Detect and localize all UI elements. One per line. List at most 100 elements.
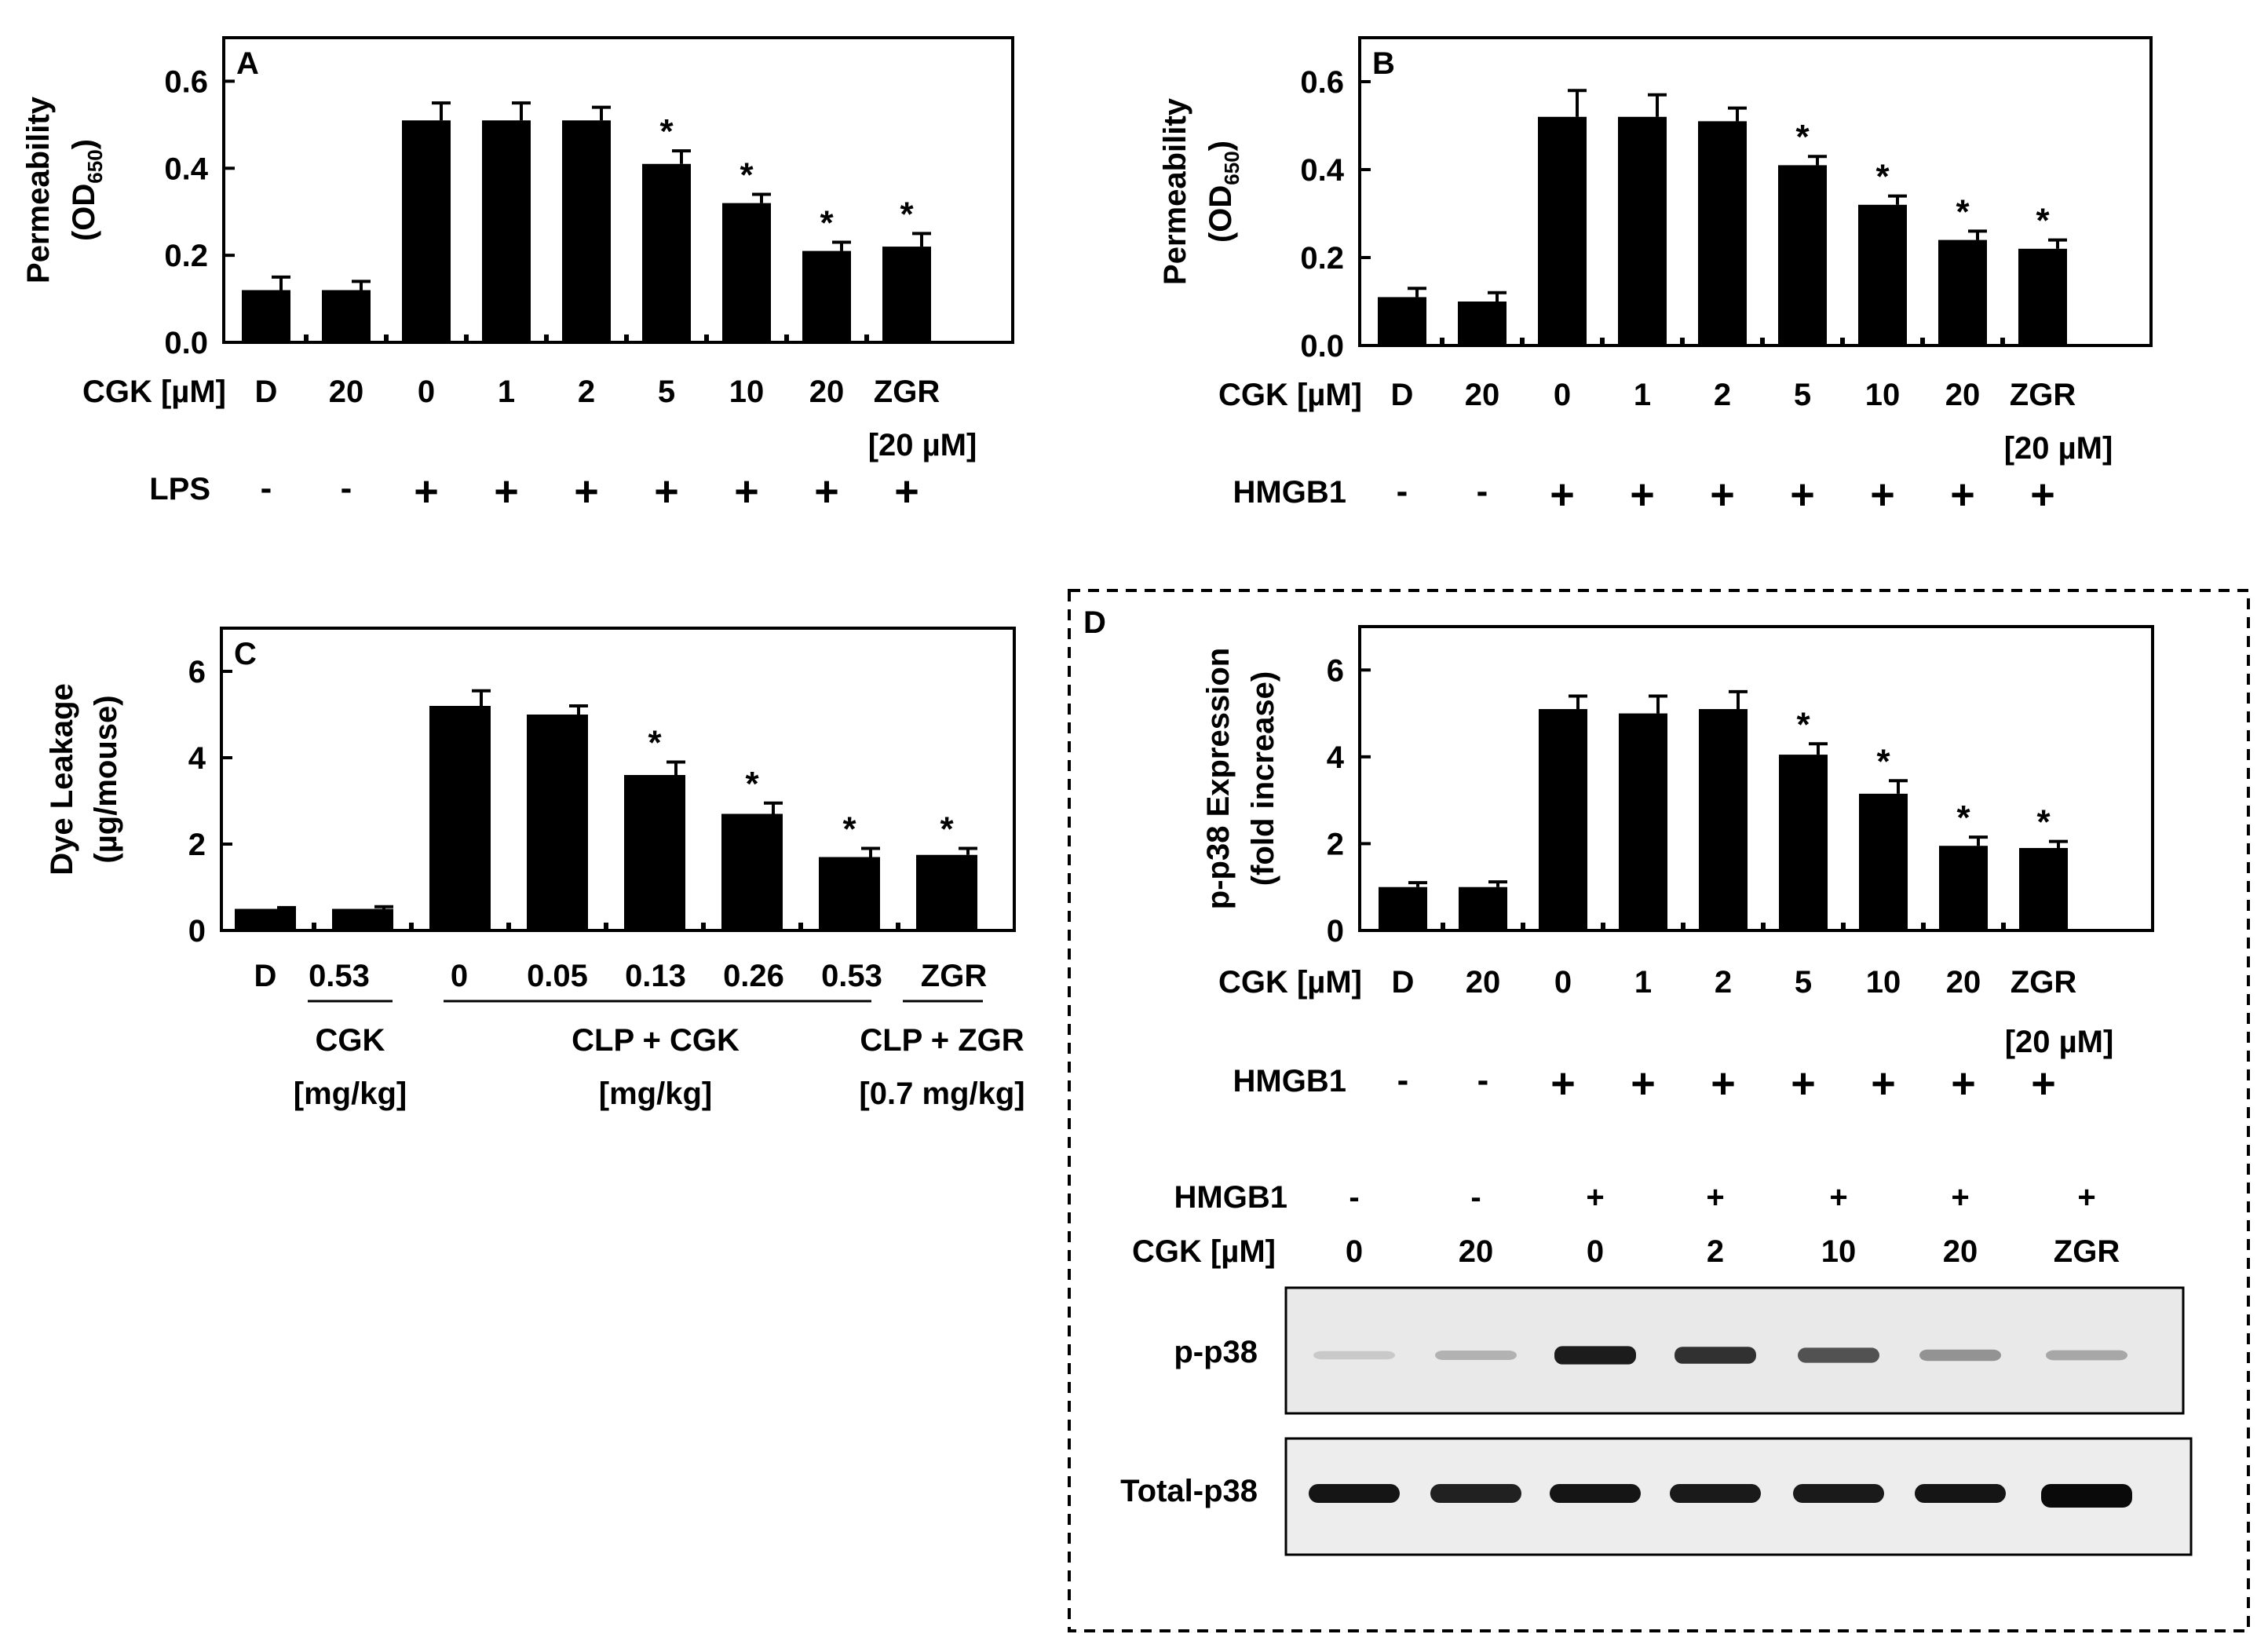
- plot-frame: [1358, 625, 2154, 932]
- panel-letter: B: [1372, 46, 1395, 81]
- bar: [2018, 248, 2067, 345]
- blot-hmgb1-sign: +: [1586, 1180, 1604, 1215]
- blot-band-p-p38: [1554, 1346, 1636, 1365]
- treatment-sign: +: [1710, 471, 1735, 518]
- bar: [1779, 755, 1828, 930]
- panel-d-dashed-frame: [1068, 589, 2250, 1632]
- panel-letter: C: [234, 637, 257, 671]
- y-axis-unit-subscript: 650: [83, 149, 107, 183]
- x-tick-label: 2: [1715, 965, 1732, 1000]
- x-tick-label: 0.53: [821, 959, 882, 993]
- bar: [1618, 116, 1667, 346]
- bar: [1619, 713, 1667, 930]
- blot-band-total-p38: [1309, 1484, 1400, 1503]
- y-tick-label: 0: [1327, 914, 1344, 949]
- row-title-stimulus: LPS: [149, 472, 210, 506]
- x-tick-label: ZGR: [874, 375, 940, 409]
- plot-frame: [222, 36, 1014, 344]
- treatment-sign: -: [1477, 1061, 1489, 1099]
- treatment-sign: +: [1871, 1060, 1896, 1107]
- blot-hmgb1-sign: -: [1349, 1180, 1359, 1215]
- treatment-sign: +: [894, 468, 919, 515]
- treatment-sign: -: [341, 469, 352, 507]
- bar: [802, 250, 851, 342]
- x-tick-label: 10: [1865, 378, 1901, 412]
- blot-cgk-label: 10: [1821, 1234, 1857, 1269]
- bar: [1778, 165, 1827, 345]
- bar: [322, 290, 371, 342]
- y-tick-label: 0.2: [164, 239, 208, 273]
- treatment-sign: +: [654, 468, 679, 515]
- panel-letter: D: [1083, 605, 1106, 640]
- x-tick-label: 20: [1465, 378, 1500, 412]
- treatment-sign: +: [734, 468, 759, 515]
- bar: [1459, 886, 1507, 930]
- x-extra-label: [20 µM]: [2005, 1025, 2114, 1059]
- bar: [1859, 793, 1908, 930]
- x-tick-label: ZGR: [2010, 378, 2076, 412]
- blot-hmgb1-sign: +: [2077, 1180, 2095, 1215]
- blot-band-p-p38: [2046, 1350, 2127, 1361]
- y-axis-unit: (fold increase): [1246, 671, 1280, 886]
- y-tick-label: 0.0: [164, 326, 208, 360]
- blot-band-p-p38: [1919, 1349, 2001, 1362]
- panel-c-chart: C 0 2 4 6 Dye Leakage (µg/mouse) * * * * D 0.53 0 0.05…: [45, 627, 1025, 1111]
- x-tick-label: 1: [1634, 965, 1652, 1000]
- y-axis-title: Permeability: [21, 96, 56, 283]
- significance-star: *: [745, 765, 759, 803]
- plot-frame: [1358, 36, 2153, 347]
- x-tick-label: 0.26: [723, 959, 784, 993]
- bar: [1458, 302, 1507, 345]
- x-tick-label: 0.13: [625, 959, 686, 993]
- y-tick-label: 6: [1327, 653, 1344, 688]
- bar: [1539, 709, 1587, 930]
- x-tick-label: D: [1391, 378, 1414, 412]
- group-unit: [0.7 mg/kg]: [859, 1077, 1024, 1111]
- western-blot: HMGB1 - - + + + + + CGK [µM] 0 20 0 2 10 20 ZGR p-p38 Tot…: [1120, 1180, 2193, 1556]
- significance-star: *: [1956, 799, 1970, 837]
- blot-band-total-p38: [1670, 1484, 1761, 1503]
- blot-row-label: p-p38: [1174, 1335, 1258, 1369]
- x-tick-label: 5: [658, 375, 675, 409]
- bar: [1698, 121, 1747, 345]
- x-tick-label: D: [1392, 965, 1415, 1000]
- row-title-stimulus: HMGB1: [1233, 1064, 1346, 1098]
- treatment-sign: +: [1870, 471, 1895, 518]
- bar: [1378, 297, 1426, 345]
- blot-cgk-label: 20: [1943, 1234, 1978, 1269]
- x-tick-label: D: [254, 959, 277, 993]
- x-extra-label: [20 µM]: [868, 428, 977, 462]
- bar: [402, 120, 451, 343]
- row-title-cgk: CGK [µM]: [82, 375, 226, 409]
- blot-band-total-p38: [1430, 1484, 1521, 1503]
- significance-star: *: [940, 810, 954, 849]
- blot-band-total-p38: [1793, 1484, 1884, 1503]
- significance-star: *: [900, 195, 914, 233]
- blot-band-p-p38: [1313, 1351, 1395, 1360]
- bar: [916, 854, 977, 930]
- blot-hmgb1-sign: +: [1829, 1180, 1847, 1215]
- group-title: CLP + ZGR: [860, 1023, 1024, 1058]
- x-tick-label: 20: [329, 375, 364, 409]
- row-title-cgk: CGK [µM]: [1218, 378, 1362, 412]
- x-tick-label: 20: [809, 375, 845, 409]
- blot-band-p-p38: [1435, 1351, 1517, 1360]
- blot-hmgb1-sign: +: [1706, 1180, 1724, 1215]
- x-tick-label: 1: [1634, 378, 1651, 412]
- bar: [235, 908, 296, 930]
- y-tick-label: 4: [188, 741, 206, 776]
- treatment-sign: +: [2031, 1060, 2056, 1107]
- row-title-cgk: CGK [µM]: [1218, 965, 1362, 1000]
- significance-star: *: [740, 156, 754, 195]
- bar: [1538, 116, 1587, 346]
- significance-star: *: [1875, 158, 1890, 196]
- bar: [624, 775, 685, 930]
- x-extra-label: [20 µM]: [2004, 431, 2113, 466]
- bar: [429, 706, 491, 930]
- x-tick-label: ZGR: [2011, 965, 2077, 1000]
- y-axis-unit-close: ): [67, 139, 101, 149]
- treatment-sign: +: [1791, 1060, 1816, 1107]
- blot-cgk-label: 0: [1346, 1234, 1363, 1269]
- x-tick-label: 20: [1946, 965, 1981, 1000]
- x-tick-label: 5: [1794, 378, 1811, 412]
